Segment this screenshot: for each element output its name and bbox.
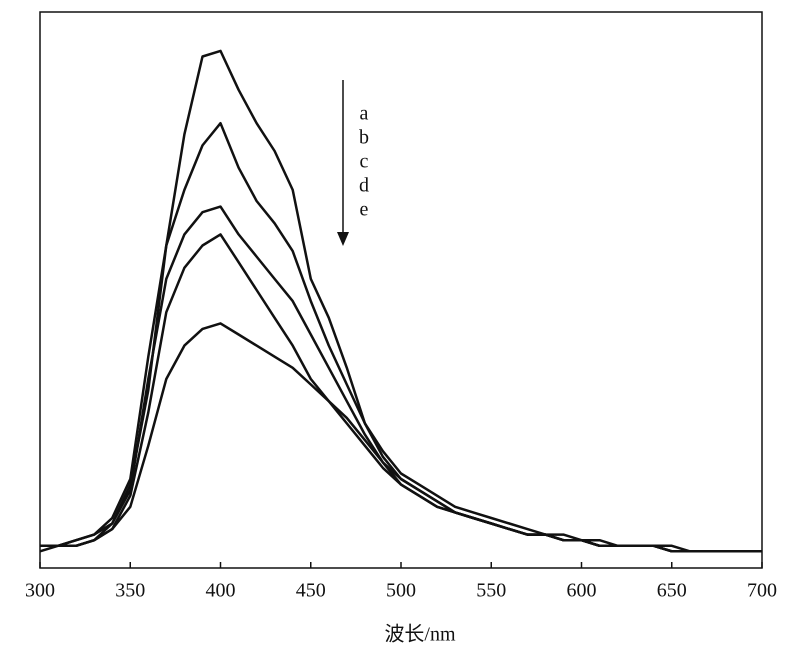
x-tick-label: 650 <box>657 580 687 602</box>
legend-label: e <box>360 199 369 221</box>
data-line <box>39 322 762 553</box>
legend-label: d <box>359 175 369 197</box>
x-tick-label: 550 <box>476 580 506 602</box>
x-tick-label: 500 <box>386 580 416 602</box>
x-axis-label: 波长/nm <box>384 623 456 646</box>
data-line <box>40 121 762 553</box>
x-tick-label: 450 <box>296 580 326 602</box>
x-tick-label: 400 <box>206 580 236 602</box>
x-tick-label: 350 <box>115 580 145 602</box>
x-tick-label: 300 <box>25 580 55 602</box>
data-line <box>40 205 762 553</box>
legend-label: c <box>360 151 369 173</box>
data-line <box>40 49 762 553</box>
x-tick-label: 600 <box>567 580 597 602</box>
legend-label: b <box>359 127 369 149</box>
legend-label: a <box>360 103 369 125</box>
legend-arrowhead <box>337 232 349 246</box>
x-tick-label: 700 <box>747 580 777 602</box>
